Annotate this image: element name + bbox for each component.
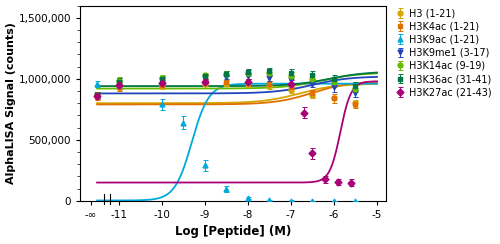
Y-axis label: AlphaLISA Signal (counts): AlphaLISA Signal (counts) [6,22,16,184]
Legend: H3 (1-21), H3K4ac (1-21), H3K9ac (1-21), H3K9me1 (3-17), H3K14ac (9-19), H3K36ac: H3 (1-21), H3K4ac (1-21), H3K9ac (1-21),… [394,7,494,99]
X-axis label: Log [Peptide] (M): Log [Peptide] (M) [174,225,291,238]
